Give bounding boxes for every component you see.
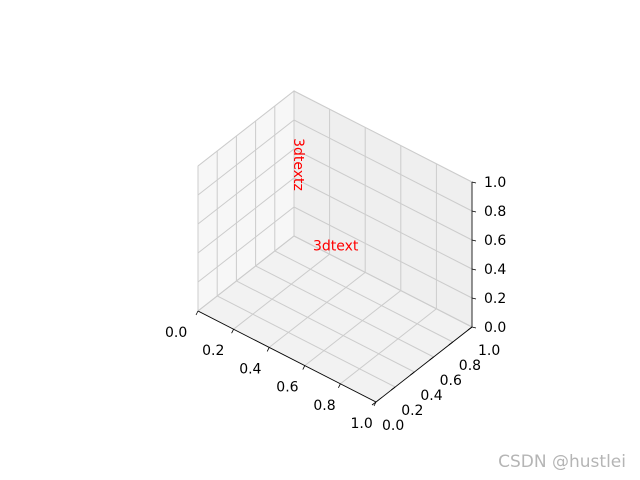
x-axis-line [197, 310, 377, 403]
z-tick-mark-1 [471, 297, 477, 300]
y-tick-label-2: 0.4 [420, 388, 442, 404]
y-tick-mark-0 [371, 401, 377, 406]
z-tick-mark-2 [471, 268, 477, 271]
z-tick-mark-3 [471, 239, 477, 242]
z-tick-mark-4 [471, 210, 477, 213]
y-tick-mark-2 [410, 371, 415, 376]
gridline-y-3 [255, 121, 434, 358]
x-tick-label-4: 0.8 [313, 398, 335, 414]
x-tick-label-0: 0.0 [165, 325, 187, 341]
y-tick-mark-5 [467, 326, 473, 331]
y-tick-label-5: 1.0 [478, 343, 500, 359]
y-tick-mark-3 [429, 356, 434, 361]
z-tick-label-1: 0.2 [484, 291, 506, 307]
y-tick-mark-4 [448, 341, 454, 346]
x-tick-mark-0 [195, 310, 199, 316]
annotation-3dtext: 3dtext [313, 239, 359, 255]
x-tick-label-2: 0.4 [239, 361, 261, 377]
x-tick-mark-3 [302, 365, 306, 370]
z-tick-label-4: 0.8 [484, 204, 506, 220]
gridline-y-4 [274, 106, 454, 343]
gridline-y-2 [235, 136, 415, 373]
y-tick-label-1: 0.2 [401, 403, 423, 419]
annotation-3dtextz: 3dtextz [290, 138, 306, 191]
z-tick-label-3: 0.6 [484, 233, 506, 249]
gridline-z-5 [197, 90, 473, 183]
z-tick-mark-0 [471, 326, 477, 329]
x-tick-mark-4 [338, 383, 341, 388]
x-tick-label-3: 0.6 [276, 380, 298, 396]
x-tick-label-1: 0.2 [202, 343, 224, 359]
x-tick-mark-1 [231, 329, 234, 334]
z-tick-label-2: 0.4 [484, 262, 506, 278]
y-tick-label-4: 0.8 [459, 358, 481, 374]
gridline-y-1 [216, 151, 396, 388]
x-tick-label-5: 1.0 [351, 416, 373, 432]
watermark-text: CSDN @hustlei [498, 452, 626, 472]
y-tick-label-3: 0.6 [440, 373, 462, 389]
z-tick-label-5: 1.0 [484, 175, 506, 191]
z-tick-mark-5 [471, 181, 477, 184]
x-tick-mark-2 [266, 347, 270, 352]
gridline-y-5 [293, 91, 473, 328]
y-tick-label-0: 0.0 [382, 418, 404, 434]
z-tick-label-0: 0.0 [484, 320, 506, 336]
y-tick-mark-1 [390, 386, 396, 391]
